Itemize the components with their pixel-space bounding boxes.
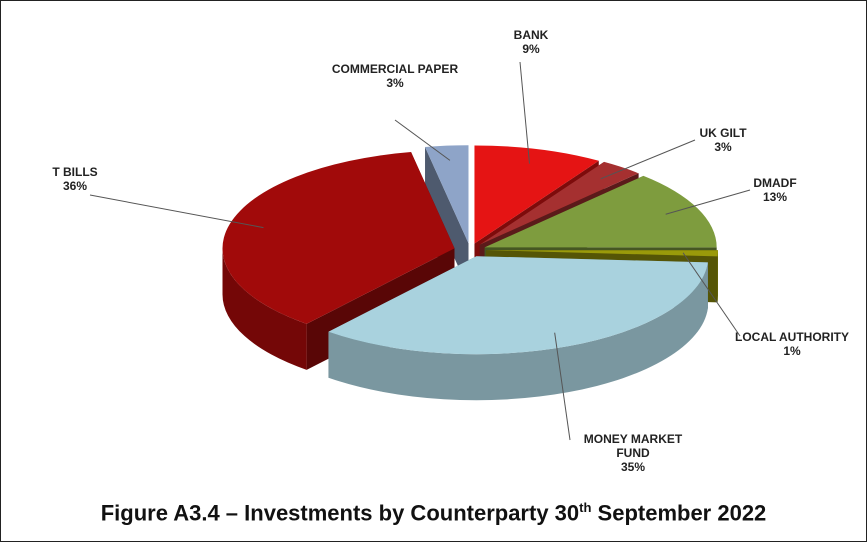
data-label: COMMERCIAL PAPER 3% — [330, 62, 460, 90]
data-label: T BILLS 36% — [40, 165, 110, 193]
label-value: 3% — [714, 140, 732, 154]
slice-wall — [222, 248, 307, 370]
slice-top — [474, 145, 599, 244]
leader-line — [519, 61, 530, 164]
caption-text: Figure A3.4 – Investments by Counterpart… — [100, 500, 580, 526]
label-name: DMADF — [753, 176, 797, 190]
label-name: COMMERCIAL PAPER — [331, 62, 459, 76]
label-value: 13% — [762, 190, 788, 204]
slice-top — [485, 250, 718, 257]
slice-top — [479, 161, 639, 245]
label-value: 35% — [620, 460, 646, 474]
leader-line — [89, 194, 264, 229]
caption-text: September 2022 — [591, 500, 767, 526]
caption-sup: th — [579, 500, 592, 515]
slice — [328, 256, 708, 401]
slice-top — [425, 145, 469, 244]
leader-line — [394, 119, 451, 161]
label-value: 9% — [522, 42, 540, 56]
leader-line — [682, 252, 741, 337]
chart — [89, 61, 751, 441]
slice-wall — [328, 262, 708, 401]
slice — [425, 145, 469, 290]
data-label: BANK 9% — [496, 28, 566, 56]
label-name: BANK — [513, 28, 549, 42]
label-name: UK GILT — [699, 126, 747, 140]
slice-top — [222, 152, 455, 324]
data-label: DMADF 13% — [740, 176, 810, 204]
leader-line — [665, 189, 751, 215]
data-label: LOCAL AUTHORITY 1% — [722, 330, 862, 358]
slice-top — [328, 256, 708, 355]
label-name: LOCAL AUTHORITY — [735, 330, 849, 344]
leader-line — [554, 332, 571, 441]
label-value: 3% — [386, 76, 404, 90]
slice-top — [484, 175, 717, 248]
label-value: 1% — [783, 344, 801, 358]
caption: Figure A3.4 – Investments by Counterpart… — [0, 500, 867, 526]
label-name: T BILLS — [52, 165, 98, 179]
data-label: MONEY MARKET FUND 35% — [568, 432, 698, 474]
leader-line — [600, 139, 696, 180]
label-value: 36% — [62, 179, 88, 193]
data-label: UK GILT 3% — [688, 126, 758, 154]
slice-side — [425, 147, 469, 290]
label-name: MONEY MARKET FUND — [583, 432, 683, 460]
